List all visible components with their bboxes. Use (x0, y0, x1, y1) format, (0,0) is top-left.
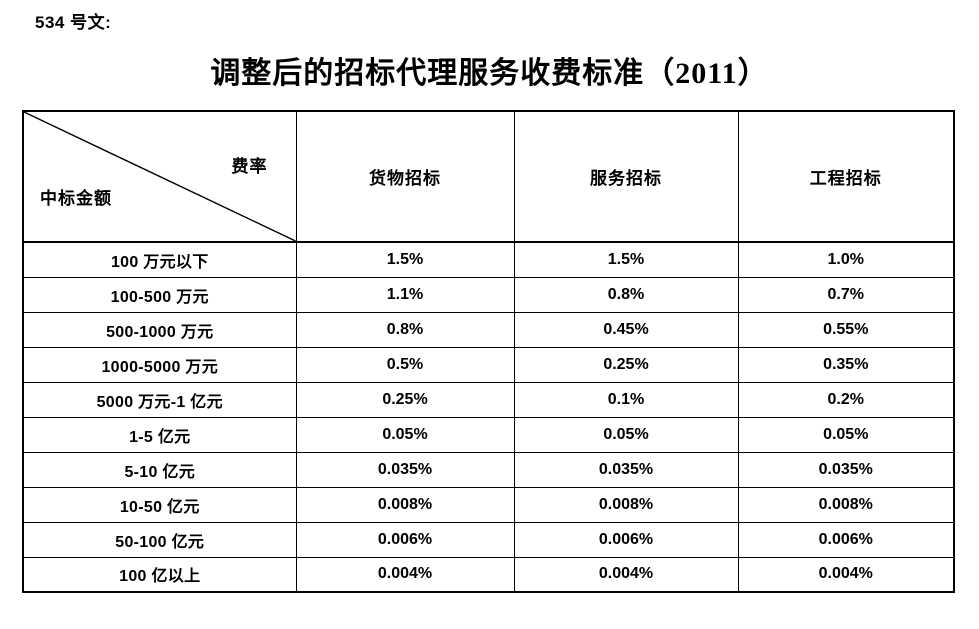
table-row: 1000-5000 万元 0.5% 0.25% 0.35% (22, 346, 955, 383)
table-body: 100 万元以下 1.5% 1.5% 1.0% 100-500 万元 1.1% 0.8% 0.… (22, 241, 955, 593)
rate-value-cell: 0.7% (737, 276, 955, 313)
page-title: 调整后的招标代理服务收费标准（2011） (210, 57, 769, 90)
doc-ref-label: 534 号文: (35, 13, 112, 32)
rate-value-cell: 1.5% (513, 241, 739, 278)
rate-value-cell: 0.035% (737, 451, 955, 488)
rate-value-cell: 0.006% (737, 521, 955, 558)
rate-value-cell: 0.006% (513, 521, 739, 558)
table-row: 100 万元以下 1.5% 1.5% 1.0% (22, 241, 955, 278)
row-label: 10-50 亿元 (22, 486, 297, 523)
corner-label-bid-amount: 中标金额 (40, 189, 112, 208)
table-row: 500-1000 万元 0.8% 0.45% 0.55% (22, 311, 955, 348)
row-label: 500-1000 万元 (22, 311, 297, 348)
rate-value-cell: 0.5% (295, 346, 515, 383)
diagonal-divider-line (24, 112, 296, 241)
rate-value-cell: 0.55% (737, 311, 955, 348)
rate-value-cell: 0.035% (513, 451, 739, 488)
fee-rate-table: 费率 中标金额 货物招标 服务招标 工程招标 100 万元以下 1.5% 1.5% 1… (22, 110, 955, 593)
table-row: 1-5 亿元 0.05% 0.05% 0.05% (22, 416, 955, 453)
rate-value-cell: 0.008% (513, 486, 739, 523)
column-header-service-bidding: 服务招标 (513, 110, 739, 243)
rate-value-cell: 0.004% (737, 556, 955, 593)
rate-value-cell: 0.035% (295, 451, 515, 488)
table-header-row: 费率 中标金额 货物招标 服务招标 工程招标 (22, 110, 955, 243)
rate-value-cell: 0.008% (737, 486, 955, 523)
rate-value-cell: 0.35% (737, 346, 955, 383)
rate-value-cell: 0.05% (295, 416, 515, 453)
rate-value-cell: 1.0% (737, 241, 955, 278)
table-row: 50-100 亿元 0.006% 0.006% 0.006% (22, 521, 955, 558)
table-row: 100 亿以上 0.004% 0.004% 0.004% (22, 556, 955, 593)
rate-value-cell: 0.05% (513, 416, 739, 453)
column-header-goods-bidding: 货物招标 (295, 110, 515, 243)
rate-value-cell: 0.004% (513, 556, 739, 593)
row-label: 100 万元以下 (22, 241, 297, 278)
table-row: 10-50 亿元 0.008% 0.008% 0.008% (22, 486, 955, 523)
row-label: 1000-5000 万元 (22, 346, 297, 383)
corner-label-rate: 费率 (231, 157, 268, 176)
rate-value-cell: 0.006% (295, 521, 515, 558)
rate-value-cell: 1.1% (295, 276, 515, 313)
row-label: 1-5 亿元 (22, 416, 297, 453)
rate-value-cell: 0.004% (295, 556, 515, 593)
rate-value-cell: 0.45% (513, 311, 739, 348)
rate-value-cell: 0.8% (513, 276, 739, 313)
rate-value-cell: 0.05% (737, 416, 955, 453)
rate-value-cell: 0.25% (295, 381, 515, 418)
rate-value-cell: 0.8% (295, 311, 515, 348)
rate-value-cell: 0.25% (513, 346, 739, 383)
rate-value-cell: 1.5% (295, 241, 515, 278)
row-label: 100-500 万元 (22, 276, 297, 313)
row-label: 5000 万元-1 亿元 (22, 381, 297, 418)
corner-cell: 费率 中标金额 (22, 110, 297, 243)
column-header-engineering-bidding: 工程招标 (737, 110, 955, 243)
table-row: 100-500 万元 1.1% 0.8% 0.7% (22, 276, 955, 313)
rate-value-cell: 0.2% (737, 381, 955, 418)
rate-value-cell: 0.008% (295, 486, 515, 523)
table-row: 5000 万元-1 亿元 0.25% 0.1% 0.2% (22, 381, 955, 418)
rate-value-cell: 0.1% (513, 381, 739, 418)
row-label: 100 亿以上 (22, 556, 297, 593)
row-label: 50-100 亿元 (22, 521, 297, 558)
row-label: 5-10 亿元 (22, 451, 297, 488)
table-row: 5-10 亿元 0.035% 0.035% 0.035% (22, 451, 955, 488)
